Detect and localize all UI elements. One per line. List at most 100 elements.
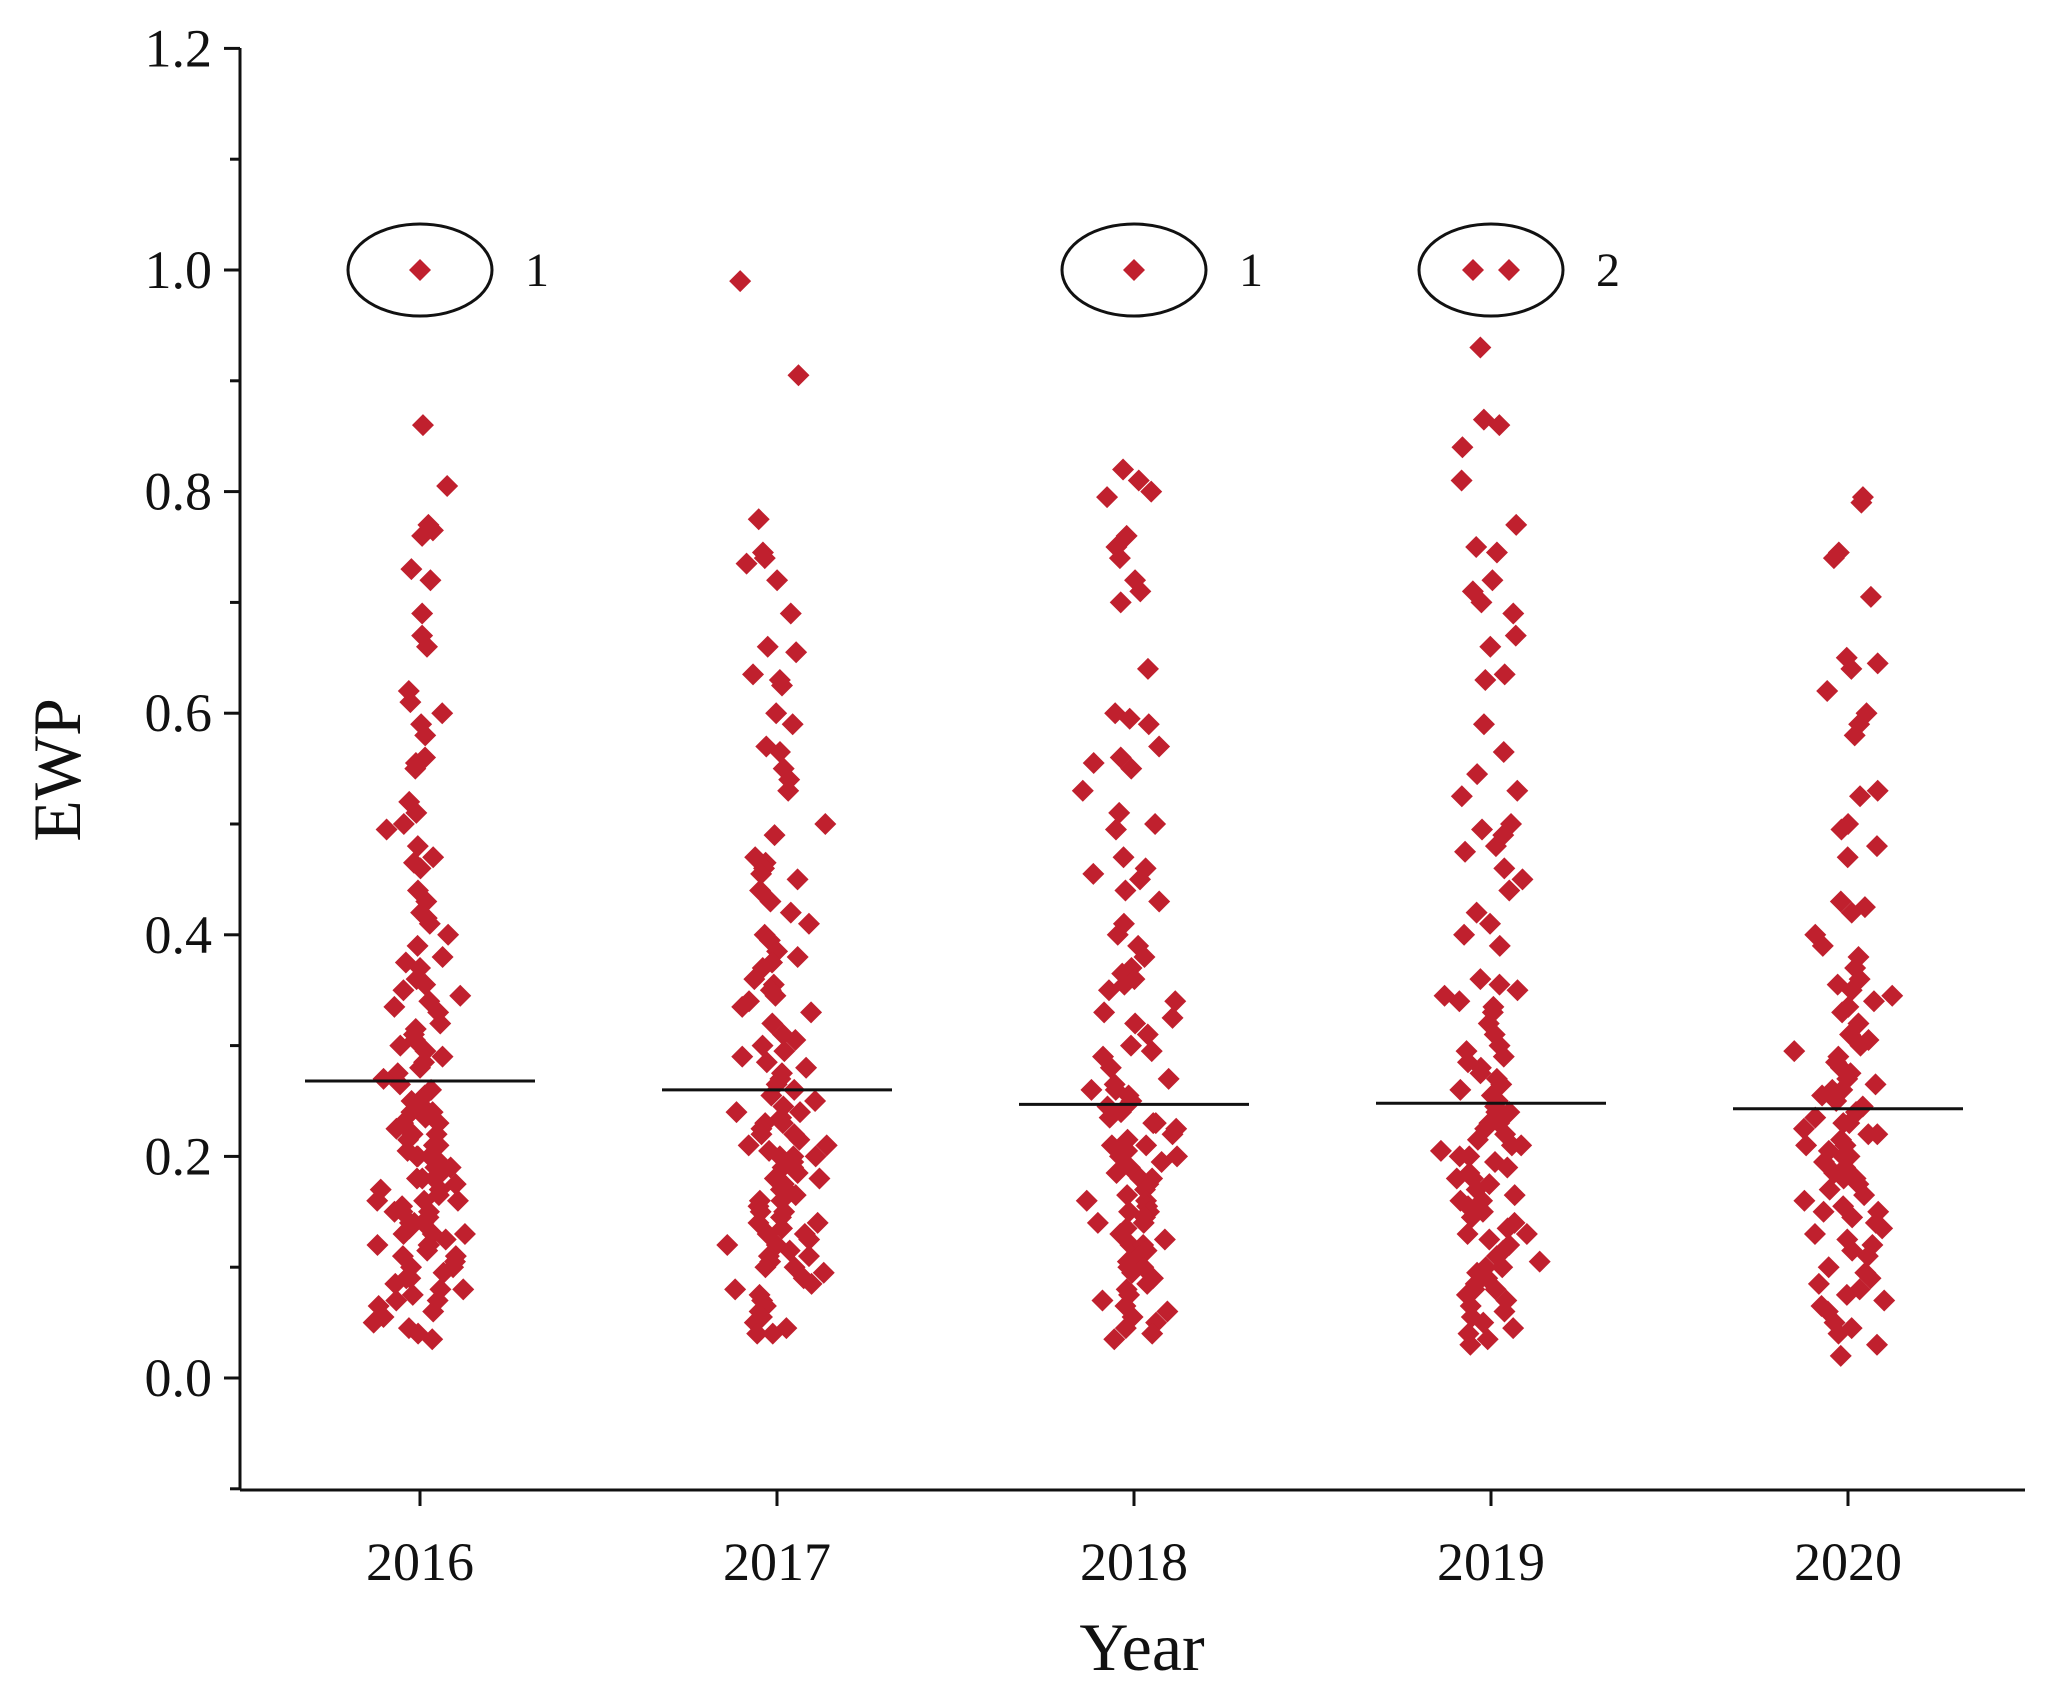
data-point: [750, 862, 773, 885]
data-point: [422, 1300, 445, 1323]
data-point: [1866, 779, 1889, 802]
data-point: [1488, 934, 1511, 957]
data-point: [1493, 857, 1516, 880]
data-point: [1112, 846, 1135, 869]
data-point: [1445, 1167, 1468, 1190]
data-point: [404, 757, 427, 780]
data-point: [815, 1134, 838, 1157]
data-point: [1091, 1289, 1114, 1312]
data-point: [1469, 336, 1492, 359]
data-point: [781, 713, 804, 736]
data-point: [1121, 1261, 1144, 1284]
data-point: [1793, 1189, 1816, 1212]
data-point: [768, 740, 791, 763]
data-point: [737, 1134, 760, 1157]
data-point: [409, 857, 432, 880]
data-point: [779, 602, 802, 625]
data-point: [766, 569, 789, 592]
data-point: [1135, 1134, 1158, 1157]
data-point: [421, 1328, 444, 1351]
data-point: [1496, 1156, 1519, 1179]
data-point: [383, 995, 406, 1018]
data-point: [406, 934, 429, 957]
data-point: [1484, 835, 1507, 858]
data-point: [789, 1101, 812, 1124]
data-point: [1148, 890, 1171, 913]
data-point: [1133, 945, 1156, 968]
data-point: [773, 1040, 796, 1063]
data-point: [1500, 1134, 1523, 1157]
data-point: [747, 508, 770, 531]
data-point: [1116, 1184, 1139, 1207]
data-point: [1449, 1078, 1472, 1101]
data-point: [1481, 569, 1504, 592]
data-point: [761, 1322, 784, 1345]
highlight-circle: [346, 222, 494, 318]
data-point: [797, 1245, 820, 1268]
data-point: [1873, 1289, 1896, 1312]
data-point: [1114, 879, 1137, 902]
data-point: [1479, 635, 1502, 658]
data-point: [1493, 663, 1516, 686]
data-point: [1817, 1256, 1840, 1279]
data-point: [1118, 707, 1141, 730]
data-point: [437, 923, 460, 946]
data-point: [1098, 1106, 1121, 1129]
data-point: [731, 1045, 754, 1068]
data-point: [1840, 901, 1863, 924]
data-point: [787, 364, 810, 387]
data-point: [746, 1322, 769, 1345]
data-point: [432, 1261, 455, 1284]
data-point: [1506, 779, 1529, 802]
data-point: [1783, 1040, 1806, 1063]
data-point: [434, 1228, 457, 1251]
data-point: [1836, 846, 1859, 869]
data-point: [362, 1311, 385, 1334]
data-point: [1105, 1162, 1128, 1185]
highlight-circle: [1060, 222, 1208, 318]
y-tick-label: 0.8: [145, 462, 213, 522]
data-point: [806, 1211, 829, 1234]
highlighted-point: [1462, 259, 1484, 281]
data-point: [731, 995, 754, 1018]
data-point: [1132, 1211, 1155, 1234]
data-point: [366, 1234, 389, 1257]
data-point: [411, 524, 434, 547]
data-point: [797, 912, 820, 935]
data-point: [1099, 1056, 1122, 1079]
data-point: [1150, 1150, 1173, 1173]
data-point: [385, 1289, 408, 1312]
y-tick-label: 1.0: [145, 240, 213, 300]
data-point: [1124, 1012, 1147, 1035]
data-point: [1862, 990, 1885, 1013]
data-point: [1454, 840, 1477, 863]
data-point: [725, 1101, 748, 1124]
data-point: [1129, 580, 1152, 603]
data-point: [384, 1272, 407, 1295]
data-point: [1506, 979, 1529, 1002]
data-point: [436, 475, 459, 498]
data-point: [405, 1167, 428, 1190]
data-point: [409, 1056, 432, 1079]
data-point: [1818, 1178, 1841, 1201]
data-point: [1082, 752, 1105, 775]
highlighted-point: [1498, 259, 1520, 281]
data-point: [1471, 818, 1494, 841]
data-point: [1859, 585, 1882, 608]
data-point: [1496, 1217, 1519, 1240]
data-point: [1108, 801, 1131, 824]
data-point: [1831, 1001, 1854, 1024]
data-point: [786, 868, 809, 891]
data-point: [786, 945, 809, 968]
data-point: [1491, 1256, 1514, 1279]
data-point: [431, 1045, 454, 1068]
data-point: [1144, 813, 1167, 835]
y-tick-label: 0.6: [145, 683, 213, 743]
x-tick-label: 2017: [723, 1532, 831, 1592]
data-point: [1502, 1317, 1525, 1340]
data-point: [1137, 713, 1160, 736]
data-point: [453, 1222, 476, 1245]
highlighted-point: [409, 259, 431, 281]
data-point: [1511, 868, 1534, 891]
data-point: [1071, 779, 1094, 802]
